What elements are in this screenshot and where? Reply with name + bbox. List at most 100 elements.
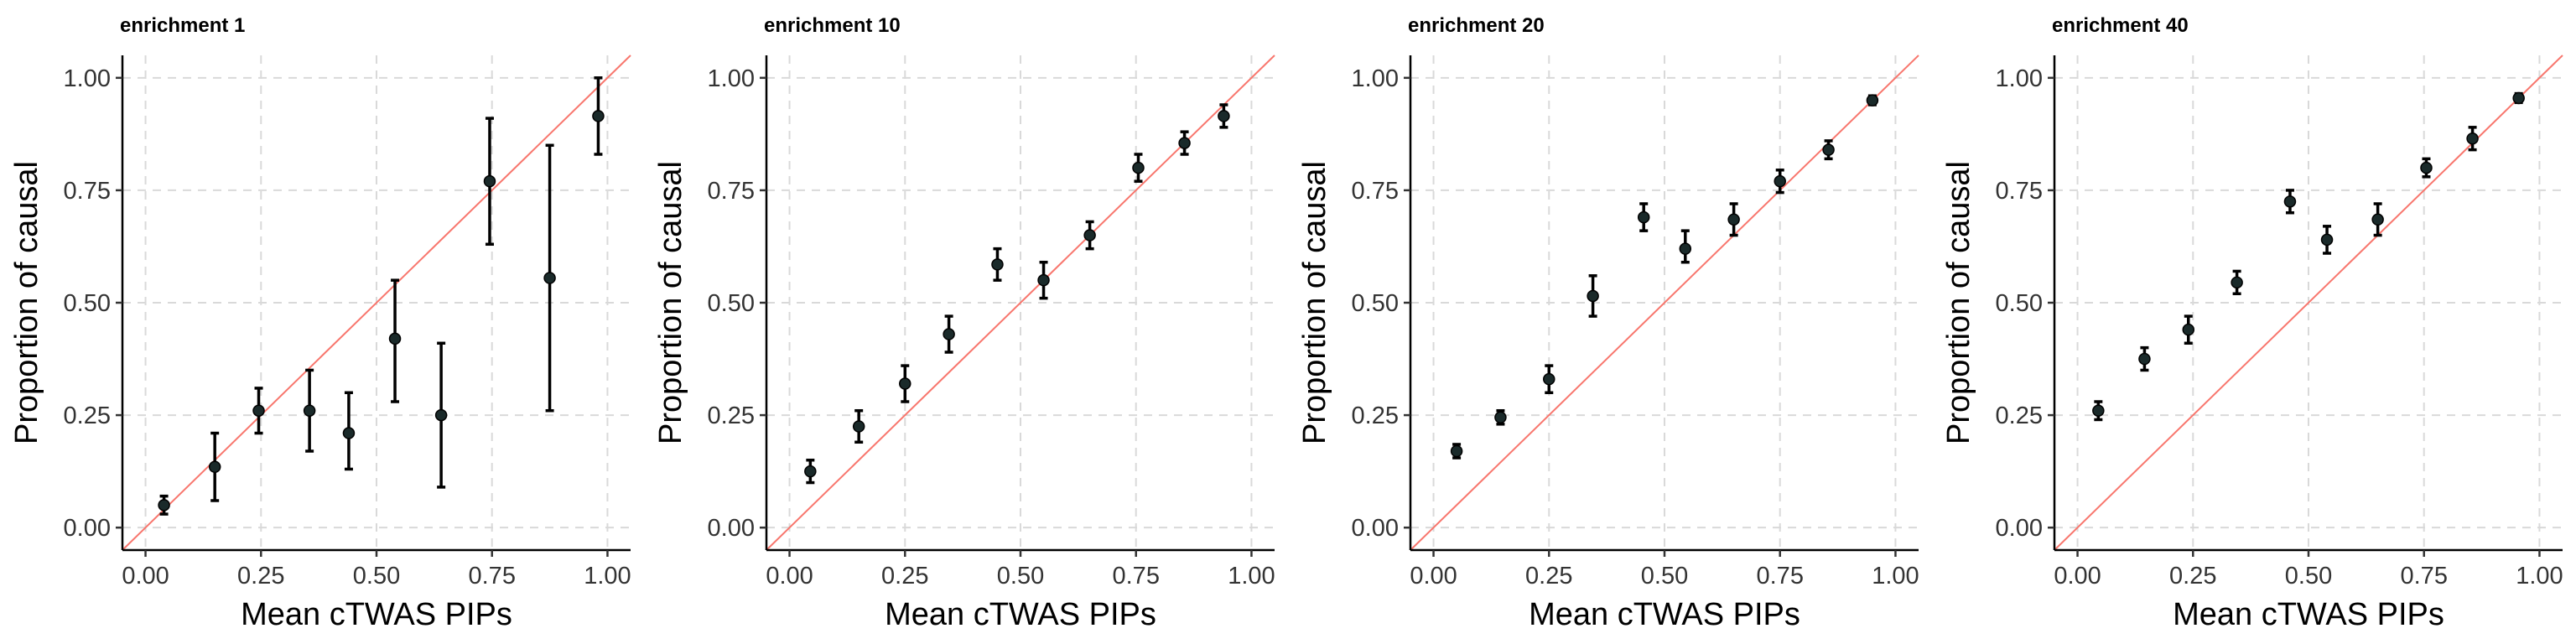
chart-title: enrichment 1 bbox=[120, 14, 245, 37]
chart-title: enrichment 10 bbox=[764, 14, 901, 37]
data-point bbox=[2231, 276, 2243, 289]
data-point bbox=[1083, 229, 1096, 242]
x-tick-label: 0.75 bbox=[1757, 563, 1804, 589]
data-point bbox=[303, 404, 316, 417]
y-tick-label: 0.00 bbox=[708, 515, 755, 542]
data-point bbox=[991, 258, 1004, 271]
data-point bbox=[388, 332, 402, 345]
reference-line bbox=[1410, 55, 1919, 551]
x-tick-label: 0.00 bbox=[122, 563, 169, 589]
data-point bbox=[1178, 137, 1191, 149]
y-tick-label: 0.50 bbox=[1352, 290, 1399, 317]
data-point bbox=[899, 377, 911, 390]
y-tick-label: 0.25 bbox=[1996, 402, 2043, 429]
data-point bbox=[592, 110, 605, 122]
data-point bbox=[2182, 323, 2195, 336]
x-tick-label: 0.50 bbox=[1641, 563, 1688, 589]
data-point bbox=[342, 427, 356, 439]
data-point bbox=[1637, 210, 1650, 224]
y-axis-title: Proportion of causal bbox=[1941, 161, 1976, 444]
data-point bbox=[1727, 213, 1740, 226]
data-point bbox=[1543, 372, 1555, 386]
x-axis-title: Mean cTWAS PIPs bbox=[2173, 597, 2444, 632]
x-tick-label: 1.00 bbox=[584, 563, 631, 589]
x-tick-label: 0.00 bbox=[2054, 563, 2101, 589]
y-tick-label: 0.75 bbox=[708, 178, 755, 205]
data-point bbox=[2420, 161, 2433, 174]
data-point bbox=[852, 420, 865, 433]
data-point bbox=[2092, 404, 2105, 417]
x-tick-label: 0.50 bbox=[2285, 563, 2332, 589]
y-axis-title: Proportion of causal bbox=[653, 161, 688, 444]
data-point bbox=[208, 460, 221, 474]
data-point bbox=[543, 272, 556, 284]
y-tick-label: 0.75 bbox=[1352, 178, 1399, 205]
x-axis-title: Mean cTWAS PIPs bbox=[1529, 597, 1800, 632]
data-point bbox=[434, 408, 448, 422]
y-axis-title: Proportion of causal bbox=[9, 161, 44, 444]
data-point bbox=[1218, 110, 1230, 122]
y-tick-label: 0.50 bbox=[708, 290, 755, 317]
data-point bbox=[943, 328, 955, 340]
x-tick-label: 0.00 bbox=[1410, 563, 1457, 589]
x-tick-label: 0.50 bbox=[353, 563, 400, 589]
data-point bbox=[1494, 411, 1507, 424]
x-axis-title: Mean cTWAS PIPs bbox=[241, 597, 512, 632]
x-tick-label: 1.00 bbox=[2516, 563, 2563, 589]
y-tick-label: 1.00 bbox=[1352, 65, 1399, 92]
y-tick-label: 0.75 bbox=[1996, 178, 2043, 205]
chart-panel-1: enrichment 1 0.00 0.25 0.50 0.75 1.00 0.00 0.25… bbox=[9, 14, 631, 632]
y-tick-label: 1.00 bbox=[708, 65, 755, 92]
chart-panel-4: enrichment 40 0.00 0.25 0.50 0.75 1.00 0.00 0.2… bbox=[1941, 14, 2563, 632]
data-point bbox=[1132, 161, 1145, 174]
y-tick-label: 0.50 bbox=[1996, 290, 2043, 317]
x-axis-title: Mean cTWAS PIPs bbox=[885, 597, 1156, 632]
x-tick-label: 0.25 bbox=[237, 563, 284, 589]
y-tick-label: 0.75 bbox=[64, 178, 111, 205]
y-tick-label: 1.00 bbox=[64, 65, 111, 92]
y-axis-title: Proportion of causal bbox=[1297, 161, 1332, 444]
chart-panel-2: enrichment 10 0.00 0.25 0.50 0.75 1.00 0.00 0.2… bbox=[653, 14, 1275, 632]
data-point bbox=[1679, 242, 1692, 255]
x-tick-label: 1.00 bbox=[1872, 563, 1919, 589]
data-point bbox=[2512, 91, 2525, 105]
data-point bbox=[2320, 233, 2334, 247]
x-tick-label: 0.25 bbox=[2169, 563, 2216, 589]
x-tick-label: 1.00 bbox=[1228, 563, 1275, 589]
chart-panel-3: enrichment 20 0.00 0.25 0.50 0.75 1.00 0.00 0.2… bbox=[1297, 14, 1919, 632]
x-tick-label: 0.50 bbox=[997, 563, 1044, 589]
data-point bbox=[1587, 289, 1599, 303]
data-point bbox=[1822, 143, 1835, 156]
y-tick-label: 0.00 bbox=[1352, 515, 1399, 542]
y-tick-label: 1.00 bbox=[1996, 65, 2043, 92]
x-tick-label: 0.00 bbox=[766, 563, 813, 589]
x-tick-label: 0.75 bbox=[1113, 563, 1160, 589]
reference-line bbox=[766, 55, 1275, 551]
chart-title: enrichment 20 bbox=[1408, 14, 1545, 37]
x-tick-label: 0.75 bbox=[2401, 563, 2448, 589]
chart-title: enrichment 40 bbox=[2052, 14, 2189, 37]
y-tick-label: 0.50 bbox=[64, 290, 111, 317]
data-point bbox=[2138, 352, 2151, 366]
y-tick-label: 0.25 bbox=[64, 402, 111, 429]
data-point bbox=[2371, 213, 2384, 226]
y-tick-label: 0.25 bbox=[708, 402, 755, 429]
data-point bbox=[2283, 195, 2297, 208]
data-point bbox=[252, 404, 265, 417]
data-point bbox=[1450, 444, 1463, 458]
x-tick-label: 0.75 bbox=[469, 563, 516, 589]
y-tick-label: 0.00 bbox=[1996, 515, 2043, 542]
data-point bbox=[1774, 174, 1786, 188]
y-tick-label: 0.25 bbox=[1352, 402, 1399, 429]
data-point bbox=[158, 499, 170, 512]
x-tick-label: 0.25 bbox=[1525, 563, 1572, 589]
x-tick-label: 0.25 bbox=[881, 563, 928, 589]
data-point bbox=[2466, 132, 2479, 145]
y-tick-label: 0.00 bbox=[64, 515, 111, 542]
data-point bbox=[804, 465, 817, 478]
data-point bbox=[483, 174, 496, 188]
data-point bbox=[1866, 94, 1879, 106]
reference-line bbox=[122, 55, 631, 551]
data-point bbox=[1037, 273, 1050, 287]
